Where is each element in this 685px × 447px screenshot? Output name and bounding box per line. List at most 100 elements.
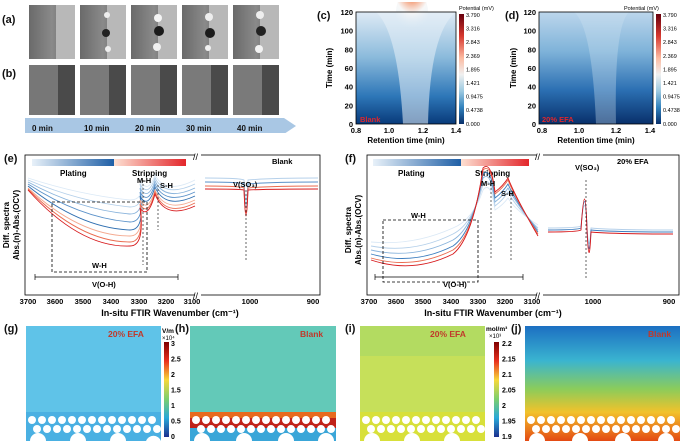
svg-text:3.316: 3.316 xyxy=(663,27,677,33)
svg-text:3600: 3600 xyxy=(47,297,64,306)
svg-text:60: 60 xyxy=(345,64,353,73)
svg-text:1000: 1000 xyxy=(585,297,602,306)
stripping-bar xyxy=(461,159,529,166)
svg-text:2.5: 2.5 xyxy=(171,357,181,364)
svg-text:0.5: 0.5 xyxy=(171,419,181,426)
svg-text:1.5: 1.5 xyxy=(171,388,181,395)
svg-text:3.316: 3.316 xyxy=(466,27,480,33)
row-b-images xyxy=(29,65,279,115)
svg-text:0.000: 0.000 xyxy=(663,122,677,128)
svg-text:100: 100 xyxy=(523,27,536,36)
svg-text:80: 80 xyxy=(528,45,536,54)
svg-text:20: 20 xyxy=(528,101,536,110)
svg-text:1.895: 1.895 xyxy=(663,67,677,73)
svg-text:3.790: 3.790 xyxy=(663,13,677,19)
stripping-bar xyxy=(114,159,186,166)
timeline-label: 30 min xyxy=(186,124,212,133)
svg-text:1.421: 1.421 xyxy=(663,81,677,87)
panel-label-f: (f) xyxy=(345,153,356,165)
conc-colorbar xyxy=(494,342,499,437)
ftir-f-tag: 20% EFA xyxy=(617,157,649,166)
ftir-e-x-label: In-situ FTIR Wavenumber (cm⁻¹) xyxy=(101,308,238,318)
heatmap-c-colorbar-title: Potential (mV) xyxy=(459,6,494,12)
timeline-arrow xyxy=(25,118,296,133)
heatmap-d-y-label: Time (min) xyxy=(509,48,518,89)
simulation-maps: 20% EFA V/m ×10⁴ 3 2.5 2 1.5 1 0.5 0 Bla… xyxy=(26,326,680,441)
timeline-label: 20 min xyxy=(135,124,161,133)
heatmap-c-x-ticks: 0.8 1.0 1.2 1.4 xyxy=(351,126,462,135)
wh-box xyxy=(382,219,479,283)
sh-label: S-H xyxy=(160,181,173,190)
svg-text:60: 60 xyxy=(528,64,536,73)
heatmap-c-tag: Blank xyxy=(360,115,381,124)
svg-text://: // xyxy=(535,291,541,301)
stripping-label: Stripping xyxy=(132,169,167,178)
heatmap-c: Blank 120 100 80 60 40 20 0 0.8 1.0 1.2 … xyxy=(325,2,494,145)
heatmap-c-x-label: Retention time (min) xyxy=(367,136,445,145)
conc-colorbar-ticks: 2.2 2.15 2.1 2.05 2 1.95 1.9 xyxy=(502,341,516,441)
svg-text:3200: 3200 xyxy=(497,297,514,306)
svg-text://: // xyxy=(193,291,199,301)
svg-text:0.8: 0.8 xyxy=(537,126,547,135)
panel-label-e: (e) xyxy=(4,153,18,165)
heatmap-d-x-ticks: 0.8 1.0 1.2 1.4 xyxy=(537,126,656,135)
svg-text:2.15: 2.15 xyxy=(502,357,516,364)
heatmap-d: 20% EFA 120 100 80 60 40 20 0 0.8 1.0 1.… xyxy=(509,6,680,145)
vso3-label: V(SO₃) xyxy=(575,163,600,172)
heatmap-c-colorbar xyxy=(459,14,464,124)
conc-map-j-tag: Blank xyxy=(648,329,671,339)
panel-label-g: (g) xyxy=(4,323,19,335)
voh-label: V(O-H) xyxy=(92,280,116,289)
panel-label-h: (h) xyxy=(175,323,190,335)
svg-text:3: 3 xyxy=(171,341,175,348)
wh-label: W-H xyxy=(411,211,426,220)
svg-text:1000: 1000 xyxy=(242,297,259,306)
svg-text:1.4: 1.4 xyxy=(451,126,462,135)
heatmap-c-peak xyxy=(396,2,428,34)
svg-text:3100: 3100 xyxy=(524,297,541,306)
panel-label-d: (d) xyxy=(505,10,520,22)
sh-label: S-H xyxy=(501,189,514,198)
heatmap-c-y-label: Time (min) xyxy=(325,48,334,89)
svg-text:2: 2 xyxy=(171,372,175,379)
svg-text:1.2: 1.2 xyxy=(418,126,428,135)
svg-text:2.843: 2.843 xyxy=(663,40,677,46)
ftir-e-x-ticks: 3700 3600 3500 3400 3300 3200 3100 1000 … xyxy=(20,297,320,306)
heatmap-d-colorbar-title: Potential (mV) xyxy=(624,6,659,12)
svg-text:0.000: 0.000 xyxy=(466,122,480,128)
svg-text:3700: 3700 xyxy=(361,297,378,306)
field-unit-2: ×10⁴ xyxy=(162,335,175,342)
svg-text:2.2: 2.2 xyxy=(502,341,512,348)
svg-text:3400: 3400 xyxy=(443,297,460,306)
ftir-e-y-label-1: Diff. spectra xyxy=(2,201,11,248)
conc-unit-1: mol/m³ xyxy=(486,326,508,333)
wh-label: W-H xyxy=(92,261,107,270)
plating-label: Plating xyxy=(398,169,425,178)
svg-text:3500: 3500 xyxy=(75,297,92,306)
voh-label: V(O-H) xyxy=(443,280,467,289)
field-map-g-tag: 20% EFA xyxy=(108,329,144,339)
ftir-e: // // Plating Stripping Blank M-H S-H W-… xyxy=(2,150,321,318)
field-colorbar xyxy=(164,342,169,437)
svg-text:3400: 3400 xyxy=(103,297,120,306)
svg-text:2.369: 2.369 xyxy=(663,54,677,60)
svg-text:900: 900 xyxy=(663,297,676,306)
vso3-label: V(SO₃) xyxy=(233,180,258,189)
pores-g xyxy=(28,416,161,441)
svg-text:1.4: 1.4 xyxy=(645,126,656,135)
svg-text://: // xyxy=(535,152,541,162)
optical-image-sequence xyxy=(25,5,296,133)
ftir-e-curves xyxy=(27,173,319,247)
timeline-label: 40 min xyxy=(237,124,263,133)
conc-map-j xyxy=(525,326,680,441)
svg-text:0: 0 xyxy=(171,434,175,441)
svg-text:40: 40 xyxy=(528,83,536,92)
svg-text:3100: 3100 xyxy=(184,297,201,306)
svg-text:1.9: 1.9 xyxy=(502,434,512,441)
svg-text:80: 80 xyxy=(345,45,353,54)
field-colorbar-ticks: 3 2.5 2 1.5 1 0.5 0 xyxy=(171,341,181,441)
svg-text:1.95: 1.95 xyxy=(502,419,516,426)
ftir-e-y-label-2: Abs.(n)-Abs.(OCV) xyxy=(12,190,21,261)
axis-break: // xyxy=(193,152,199,162)
svg-text:1.421: 1.421 xyxy=(466,81,480,87)
